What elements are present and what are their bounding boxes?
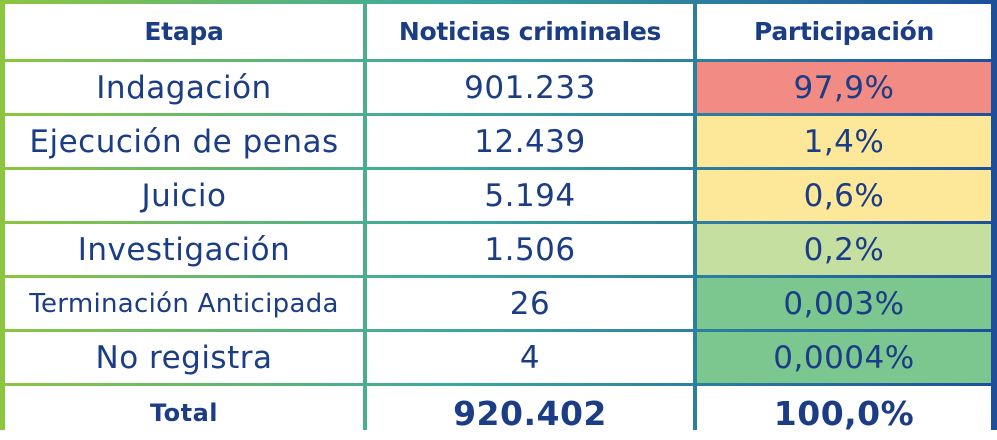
row-participacion: 97,9% (697, 62, 991, 113)
row-etapa: Investigación (5, 224, 363, 275)
header-noticias: Noticias criminales (367, 4, 693, 59)
row-noticias: 26 (367, 278, 693, 329)
row-participacion: 1,4% (697, 116, 991, 167)
row-participacion: 0,2% (697, 224, 991, 275)
total-noticias: 920.402 (367, 386, 693, 440)
row-participacion: 0,0004% (697, 332, 991, 383)
total-participacion: 100,0% (697, 386, 991, 440)
row-noticias: 12.439 (367, 116, 693, 167)
row-participacion: 0,003% (697, 278, 991, 329)
row-etapa: Juicio (5, 170, 363, 221)
row-noticias: 901.233 (367, 62, 693, 113)
header-participacion: Participación (697, 4, 991, 59)
row-etapa: Indagación (5, 62, 363, 113)
row-noticias: 4 (367, 332, 693, 383)
row-etapa: Ejecución de penas (5, 116, 363, 167)
row-noticias: 5.194 (367, 170, 693, 221)
row-participacion: 0,6% (697, 170, 991, 221)
row-etapa: No registra (5, 332, 363, 383)
header-etapa: Etapa (5, 4, 363, 59)
total-label: Total (5, 386, 363, 440)
data-table: Etapa Noticias criminales Participación … (5, 4, 992, 440)
row-etapa: Terminación Anticipada (5, 278, 363, 329)
row-noticias: 1.506 (367, 224, 693, 275)
